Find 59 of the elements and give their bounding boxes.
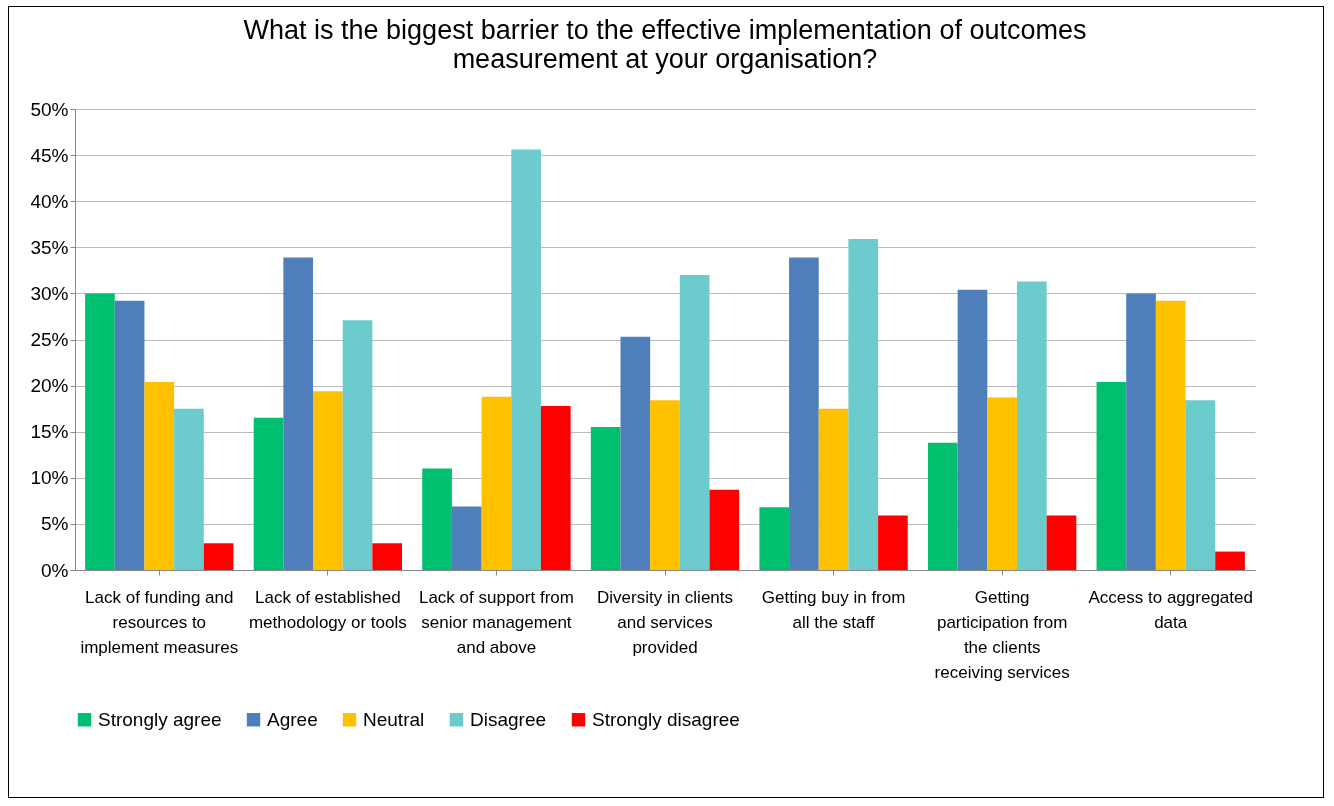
bar — [144, 381, 175, 570]
bar — [481, 396, 512, 570]
bar — [372, 543, 403, 570]
bar — [313, 391, 343, 570]
bar — [511, 149, 541, 570]
y-tick-label: 15% — [30, 421, 69, 443]
y-tick-label: 10% — [30, 467, 69, 489]
chart-title: What is the biggest barrier to the effective implementation of outcomes measurement at your organisation? — [243, 15, 1087, 74]
bar — [283, 257, 314, 570]
bar — [987, 397, 1017, 570]
y-tick-label: 30% — [30, 282, 69, 304]
x-tick-label: Lack of support from senior management and above — [418, 587, 574, 657]
bar — [1046, 515, 1077, 570]
legend-label: Strongly agree — [98, 708, 222, 730]
bar — [1126, 293, 1156, 570]
bar — [253, 417, 284, 570]
y-tick-label: 35% — [30, 236, 69, 258]
bar — [1185, 400, 1216, 570]
bar — [679, 274, 710, 570]
y-tick-label: 25% — [30, 329, 69, 350]
bar — [590, 427, 621, 570]
bar — [342, 320, 373, 570]
bar — [1096, 381, 1127, 570]
bar — [422, 468, 452, 570]
bar — [957, 289, 988, 570]
bar — [818, 408, 849, 570]
bar — [1016, 281, 1047, 570]
bar — [759, 507, 790, 570]
bar — [789, 257, 819, 570]
legend-label: Neutral — [363, 708, 425, 730]
y-tick-label: 20% — [30, 375, 69, 397]
legend-label: Strongly disagree — [592, 708, 740, 730]
x-tick-label: Getting buy in from all the staff — [761, 587, 906, 632]
x-tick-label: Access to aggregated data — [1088, 587, 1253, 632]
x-tick-label: Lack of established methodology or tools — [248, 587, 407, 632]
x-tick-label: Diversity in clients and services provided — [596, 587, 734, 657]
y-tick-label: 0% — [41, 559, 69, 581]
y-tick-label: 40% — [30, 190, 69, 212]
bar — [174, 408, 204, 570]
bar — [848, 239, 879, 570]
bar — [114, 300, 145, 570]
y-tick-label: 45% — [30, 144, 69, 166]
y-tick-label: 5% — [41, 513, 69, 535]
bar — [709, 489, 740, 570]
legend-label: Disagree — [470, 708, 547, 730]
bar — [451, 506, 482, 570]
y-tick-label: 50% — [30, 98, 69, 120]
bar — [650, 400, 680, 570]
bar — [1215, 551, 1245, 570]
bar — [203, 543, 234, 570]
bar — [540, 405, 571, 570]
bar — [927, 442, 958, 570]
x-tick-label: Lack of funding and resources to implement measures — [80, 587, 239, 657]
bar — [1155, 300, 1186, 570]
bar — [878, 515, 908, 570]
x-tick-label: Getting participation from the clients receiving services — [934, 587, 1070, 682]
bar — [620, 336, 651, 570]
legend-label: Agree — [267, 708, 318, 730]
bar — [85, 293, 115, 570]
